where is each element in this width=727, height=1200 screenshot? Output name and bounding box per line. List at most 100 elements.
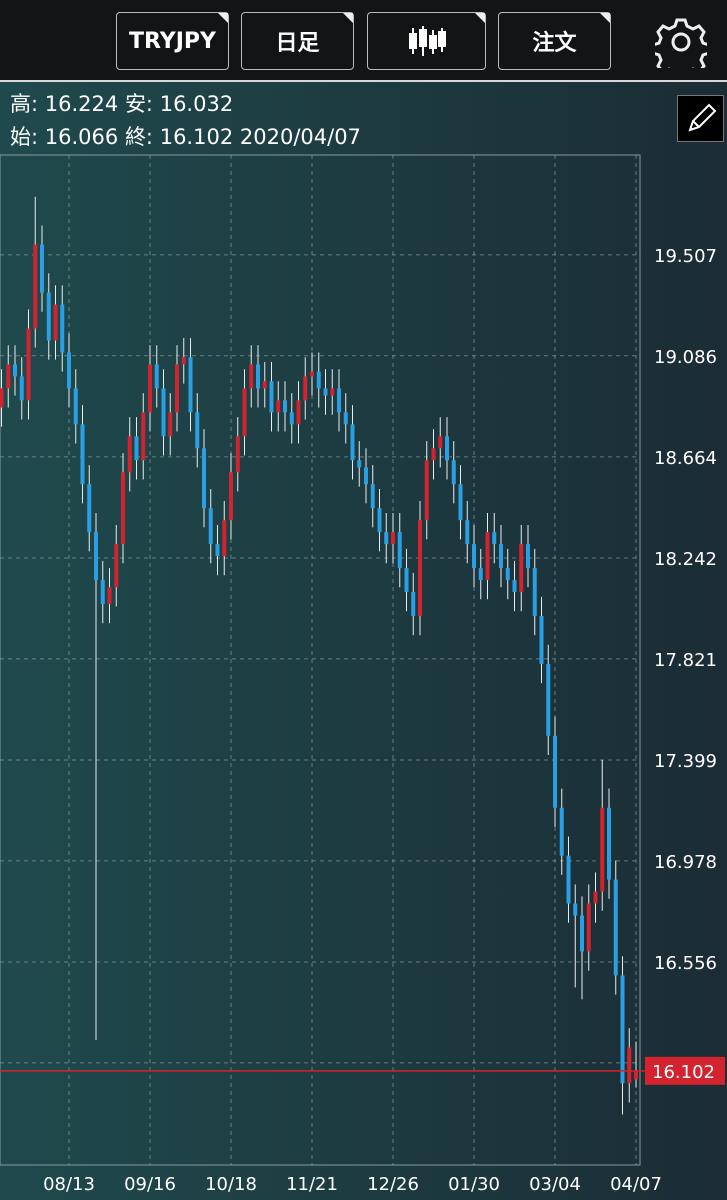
candle-body <box>519 544 524 593</box>
candle-body <box>303 376 308 401</box>
candle-body <box>310 371 314 377</box>
candle-body <box>40 244 44 293</box>
candle-body <box>256 364 260 389</box>
y-tick-label: 16.978 <box>654 852 717 873</box>
candle-body <box>148 364 152 413</box>
candle-body <box>532 568 537 617</box>
candle-body <box>391 532 395 545</box>
candle-body <box>316 371 321 389</box>
candle-body <box>161 388 166 437</box>
candle-body <box>499 544 503 569</box>
candle-body <box>559 807 564 856</box>
x-tick-label: 01/30 <box>448 1174 500 1195</box>
candle-body <box>168 412 173 437</box>
candle-body <box>505 568 510 581</box>
toolbar: TRYJPY 日足 注文 <box>0 0 727 82</box>
candle-body <box>580 915 584 952</box>
candle-body <box>87 484 92 533</box>
candle-body <box>465 520 470 545</box>
y-tick-label: 16.556 <box>654 953 717 974</box>
candle-body <box>107 587 112 605</box>
label: 安: <box>124 92 154 116</box>
candle-body <box>100 580 105 605</box>
candle-body <box>384 532 389 545</box>
candle-body <box>296 400 301 425</box>
candle-body <box>19 376 24 401</box>
candle-body <box>337 388 341 413</box>
candle-body <box>370 484 375 509</box>
candle-body <box>121 472 125 545</box>
label: 終: <box>124 125 154 149</box>
candle-body <box>46 292 51 341</box>
candle-body <box>60 304 65 353</box>
value: 16.032 <box>159 92 234 116</box>
candle-body <box>600 807 605 892</box>
candle-body <box>607 807 611 880</box>
candle-body <box>195 412 200 449</box>
candle-body <box>134 436 139 461</box>
candle-body <box>586 903 591 952</box>
candle-body <box>492 532 497 545</box>
candle-body <box>67 352 71 389</box>
candle-icon <box>408 26 446 56</box>
candle-body <box>613 879 618 976</box>
candle-body <box>634 1070 638 1080</box>
last-price-box <box>645 1056 725 1085</box>
x-tick-label: 04/07 <box>610 1174 662 1195</box>
candle-body <box>566 855 571 904</box>
y-tick-label: 19.507 <box>654 246 717 267</box>
candle-body <box>330 388 335 396</box>
candle-body <box>114 544 119 588</box>
candle-body <box>526 544 530 569</box>
candle-body <box>222 520 227 557</box>
x-tick-label: 10/18 <box>205 1174 257 1195</box>
candle-body <box>249 364 254 389</box>
candle-body <box>424 460 429 521</box>
candle-body <box>94 532 98 581</box>
candle-body <box>262 381 267 389</box>
candle-body <box>573 903 578 916</box>
candle-body <box>269 381 274 413</box>
candle-body <box>472 544 476 569</box>
candle-body <box>418 520 422 617</box>
candle-body <box>289 412 294 425</box>
timeframe-button[interactable]: 日足 <box>241 12 354 70</box>
info-line-2: 始: 16.066 終: 16.102 2020/04/07 <box>10 121 361 151</box>
candle-body <box>485 532 490 581</box>
candle-body <box>208 508 213 545</box>
candle-body <box>451 460 456 485</box>
candle-body <box>553 735 557 808</box>
candle-body <box>13 364 17 377</box>
candle-body <box>127 436 132 473</box>
candle-body <box>6 364 11 389</box>
candle-body <box>343 412 348 425</box>
plot-frame <box>0 154 641 1166</box>
candle-body <box>620 975 625 1084</box>
candle-body <box>438 436 443 449</box>
draw-button[interactable] <box>677 95 724 142</box>
value: 16.102 <box>159 125 234 149</box>
order-button[interactable]: 注文 <box>498 12 611 70</box>
x-tick-label: 12/26 <box>367 1174 419 1195</box>
candle-body <box>202 448 206 509</box>
candle-body <box>235 436 240 473</box>
candle-body <box>229 472 233 521</box>
candle-body <box>546 663 551 736</box>
candle-body <box>445 436 449 461</box>
candle-body <box>154 364 159 389</box>
candle-body <box>0 388 4 408</box>
value: 16.066 <box>44 125 119 149</box>
symbol-button[interactable]: TRYJPY <box>116 12 229 70</box>
info-line-1: 高: 16.224 安: 16.032 <box>10 88 233 118</box>
settings-icon[interactable] <box>655 16 707 68</box>
candle-body <box>141 412 146 461</box>
candle-body <box>364 467 368 485</box>
y-tick-label: 18.242 <box>654 549 717 570</box>
candle-body <box>512 580 517 593</box>
candle-body <box>33 244 38 329</box>
candle-body <box>411 592 416 617</box>
y-tick-label: 19.086 <box>654 347 717 368</box>
chart-type-button[interactable] <box>367 12 486 70</box>
